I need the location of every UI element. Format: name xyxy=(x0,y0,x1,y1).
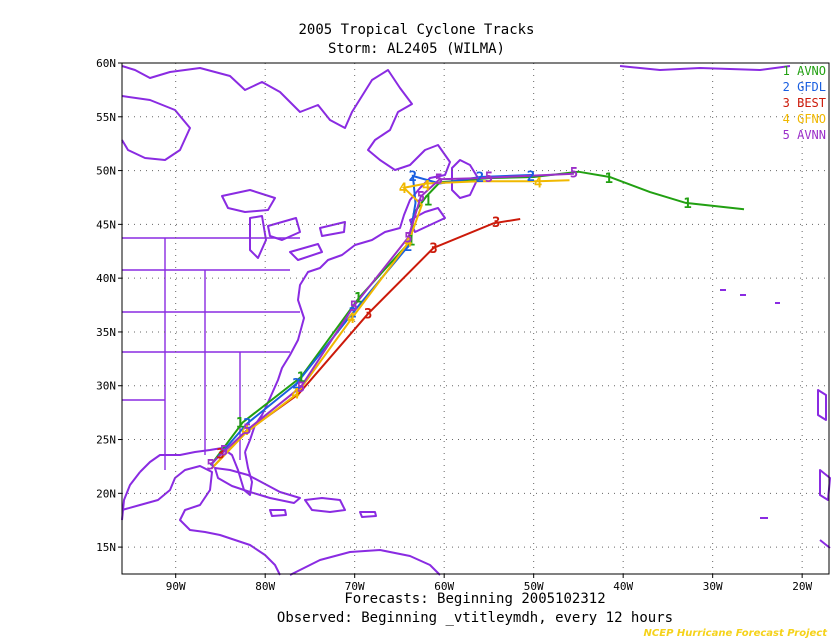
lon-tick-label: 70W xyxy=(345,580,365,593)
plot-border xyxy=(121,62,830,575)
legend-entry-gfno: 4 GFNO xyxy=(783,112,826,126)
track-marker-best: 3 xyxy=(492,215,500,231)
track-marker-gfdl: 2 xyxy=(349,306,357,322)
chart-title: 2005 Tropical Cyclone Tracks xyxy=(298,22,535,38)
track-marker-avnn: 5 xyxy=(206,457,214,473)
track-marker-avnn: 5 xyxy=(297,380,305,396)
track-marker-gfno: 4 xyxy=(241,423,249,439)
lon-tick-label: 90W xyxy=(166,580,186,593)
lon-tick-label: 80W xyxy=(255,580,275,593)
legend: 1 AVNO 2 GFDL 3 BEST 4 GFNO 5 AVNN xyxy=(783,64,826,142)
axis-tick-labels: 60N 55N 50N 45N 40N 35N 30N 25N 20N 15N 90W 80W 70W 6… xyxy=(96,57,812,593)
track-marker-gfdl: 2 xyxy=(243,416,251,432)
track-marker-avno: 1 xyxy=(297,370,305,386)
legend-entry-avno: 1 AVNO xyxy=(783,64,826,78)
track-marker-avnn: 5 xyxy=(220,443,228,459)
track-marker-gfdl: 2 xyxy=(404,239,412,255)
lat-tick-label: 25N xyxy=(96,434,116,447)
lat-tick-label: 50N xyxy=(96,165,116,178)
track-marker-gfno: 4 xyxy=(399,181,407,197)
track-marker-avnn: 5 xyxy=(243,422,251,438)
track-marker-best: 3 xyxy=(216,447,224,463)
track-marker-avno: 1 xyxy=(605,171,613,187)
legend-entry-avnn: 5 AVNN xyxy=(783,128,826,142)
track-marker-gfno: 4 xyxy=(404,235,412,251)
lat-tick-label: 20N xyxy=(96,487,116,500)
track-marker-avnn: 5 xyxy=(485,170,493,186)
graticule-grid xyxy=(122,62,829,574)
track-marker-gfno: 4 xyxy=(422,179,430,195)
track-marker-avnn: 5 xyxy=(570,166,578,182)
track-line-gfno xyxy=(210,179,570,470)
track-marker-avno: 1 xyxy=(236,415,244,431)
track-marker-avnn: 5 xyxy=(350,299,358,315)
lat-tick-label: 55N xyxy=(96,111,116,124)
track-marker-gfno: 4 xyxy=(291,386,299,402)
track-marker-gfdl: 2 xyxy=(476,170,484,186)
track-marker-avnn: 5 xyxy=(404,230,412,246)
lon-tick-label: 20W xyxy=(792,580,812,593)
lat-tick-label: 45N xyxy=(96,218,116,231)
lat-tick-label: 60N xyxy=(96,57,116,70)
track-marker-avno: 1 xyxy=(424,194,432,210)
lon-tick-label: 50W xyxy=(524,580,544,593)
lat-tick-label: 30N xyxy=(96,380,116,393)
lat-tick-label: 40N xyxy=(96,272,116,285)
lon-tick-label: 30W xyxy=(703,580,723,593)
track-marker-gfno: 4 xyxy=(347,311,355,327)
track-marker-avnn: 5 xyxy=(417,189,425,205)
track-marker-avno: 1 xyxy=(354,291,362,307)
legend-entry-gfdl: 2 GFDL xyxy=(783,80,826,94)
legend-entry-best: 3 BEST xyxy=(783,96,826,110)
track-marker-best: 3 xyxy=(429,241,437,257)
lon-tick-label: 60W xyxy=(434,580,454,593)
plot-frame xyxy=(121,62,830,575)
track-line-avno xyxy=(209,170,745,466)
track-marker-best: 3 xyxy=(364,307,372,323)
track-marker-gfdl: 2 xyxy=(527,169,535,185)
track-marker-avno: 1 xyxy=(683,196,691,212)
footer-observed: Observed: Beginning _vtitleymdh, every 1… xyxy=(276,610,674,626)
track-marker-avnn: 5 xyxy=(435,172,443,188)
lon-tick-label: 40W xyxy=(613,580,633,593)
track-marker-gfdl: 2 xyxy=(292,377,300,393)
track-marker-gfdl: 2 xyxy=(409,169,417,185)
track-marker-gfno: 4 xyxy=(534,175,542,191)
track-line-avnn xyxy=(209,172,574,466)
coastline-land-layer xyxy=(121,65,831,576)
track-lines xyxy=(209,170,745,470)
lat-tick-label: 15N xyxy=(96,541,116,554)
track-marker-avno: 1 xyxy=(407,234,415,250)
credit-label: NCEP Hurricane Forecast Project xyxy=(643,628,827,639)
storm-subtitle: Storm: AL2405 (WILMA) xyxy=(327,41,505,57)
footer-forecasts: Forecasts: Beginning 2005102312 xyxy=(344,591,606,607)
lat-tick-label: 35N xyxy=(96,326,116,339)
